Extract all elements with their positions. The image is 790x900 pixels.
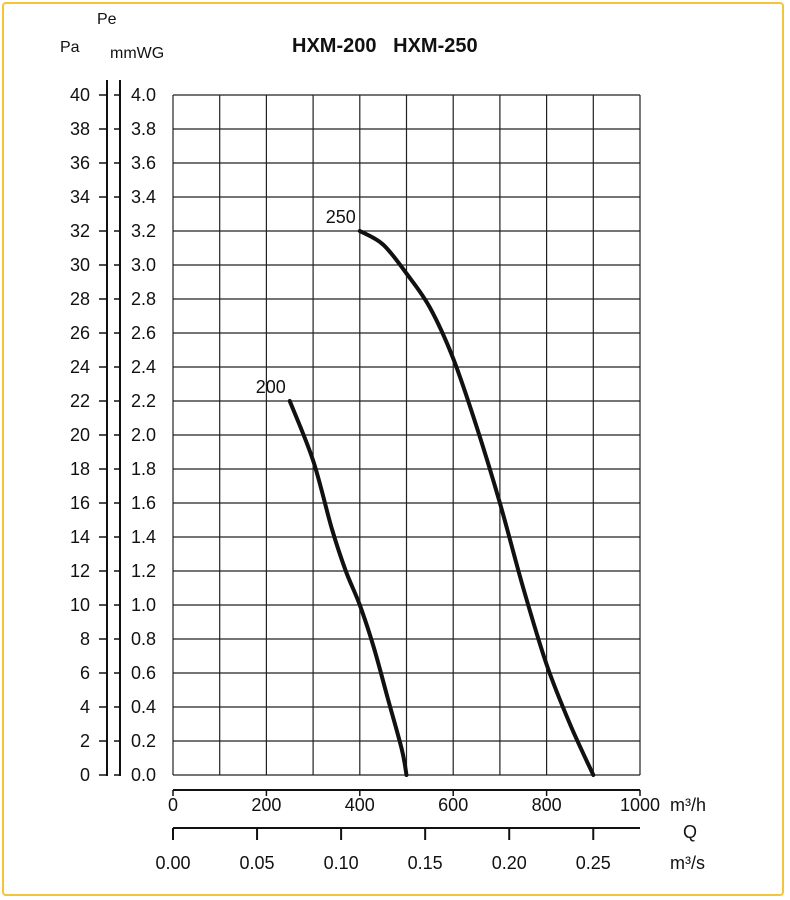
y-tick-label-pa: 8	[80, 629, 90, 649]
y-tick-label-mmwg: 3.8	[131, 119, 156, 139]
x-tick-label-m3h: 200	[251, 795, 281, 815]
y-tick-label-pa: 34	[70, 187, 90, 207]
y-tick-label-pa: 28	[70, 289, 90, 309]
y-tick-label-pa: 38	[70, 119, 90, 139]
x-tick-label-m3s: 0.15	[408, 853, 443, 873]
y-tick-label-mmwg: 0.0	[131, 765, 156, 785]
y-tick-label-pa: 16	[70, 493, 90, 513]
y-tick-label-pa: 30	[70, 255, 90, 275]
y-tick-label-mmwg: 3.4	[131, 187, 156, 207]
x-tick-label-m3s: 0.25	[576, 853, 611, 873]
unit-flow-s: m³/s	[670, 853, 705, 873]
chart-ticks: 0 0.0 2 0.2 4 0.4 6 0.6 8 0.8 10 1.0 12 1.2 14 1.4 16 1.6…	[70, 85, 660, 873]
y-tick-label-mmwg: 0.4	[131, 697, 156, 717]
y-tick-label-mmwg: 3.0	[131, 255, 156, 275]
unit-pe: Pe	[97, 11, 117, 28]
y-tick-label-mmwg: 3.6	[131, 153, 156, 173]
x-tick-label-m3s: 0.20	[492, 853, 527, 873]
unit-flow-h: m³/h	[670, 795, 706, 815]
x-tick-label-m3h: 1000	[620, 795, 660, 815]
y-tick-label-mmwg: 4.0	[131, 85, 156, 105]
y-tick-label-mmwg: 2.8	[131, 289, 156, 309]
x-tick-label-m3s: 0.10	[324, 853, 359, 873]
x-tick-label-m3h: 800	[532, 795, 562, 815]
chart-series: 200 250	[256, 207, 596, 777]
series-line-250	[357, 229, 596, 777]
y-tick-label-pa: 6	[80, 663, 90, 683]
y-tick-label-mmwg: 2.6	[131, 323, 156, 343]
series-line-200	[287, 399, 409, 777]
y-tick-label-pa: 22	[70, 391, 90, 411]
y-tick-label-mmwg: 0.6	[131, 663, 156, 683]
series-label-200: 200	[256, 377, 286, 397]
y-tick-label-pa: 20	[70, 425, 90, 445]
x-tick-label-m3h: 600	[438, 795, 468, 815]
y-tick-label-pa: 18	[70, 459, 90, 479]
unit-q: Q	[683, 822, 697, 842]
y-tick-label-pa: 40	[70, 85, 90, 105]
y-tick-label-pa: 24	[70, 357, 90, 377]
x-tick-label-m3s: 0.05	[240, 853, 275, 873]
y-tick-label-mmwg: 1.0	[131, 595, 156, 615]
y-tick-label-mmwg: 3.2	[131, 221, 156, 241]
y-tick-label-mmwg: 0.8	[131, 629, 156, 649]
unit-pa: Pa	[60, 39, 80, 56]
y-tick-label-pa: 0	[80, 765, 90, 785]
chart-grid	[172, 94, 641, 776]
y-tick-label-mmwg: 1.8	[131, 459, 156, 479]
chart-title: HXM-200 HXM-250	[292, 35, 478, 57]
y-tick-label-mmwg: 2.4	[131, 357, 156, 377]
y-tick-label-pa: 14	[70, 527, 90, 547]
y-tick-label-pa: 26	[70, 323, 90, 343]
y-tick-label-pa: 12	[70, 561, 90, 581]
chart-axes	[106, 80, 640, 829]
y-tick-label-mmwg: 2.2	[131, 391, 156, 411]
y-tick-label-mmwg: 0.2	[131, 731, 156, 751]
y-tick-label-pa: 36	[70, 153, 90, 173]
y-tick-label-pa: 10	[70, 595, 90, 615]
y-tick-label-pa: 32	[70, 221, 90, 241]
y-tick-label-mmwg: 1.2	[131, 561, 156, 581]
x-tick-label-m3h: 0	[168, 795, 178, 815]
y-tick-label-mmwg: 1.4	[131, 527, 156, 547]
y-tick-label-pa: 4	[80, 697, 90, 717]
y-tick-label-mmwg: 1.6	[131, 493, 156, 513]
x-tick-label-m3s: 0.00	[155, 853, 190, 873]
unit-mmwg: mmWG	[110, 45, 164, 62]
x-tick-label-m3h: 400	[345, 795, 375, 815]
y-tick-label-mmwg: 2.0	[131, 425, 156, 445]
series-label-250: 250	[326, 207, 356, 227]
y-tick-label-pa: 2	[80, 731, 90, 751]
